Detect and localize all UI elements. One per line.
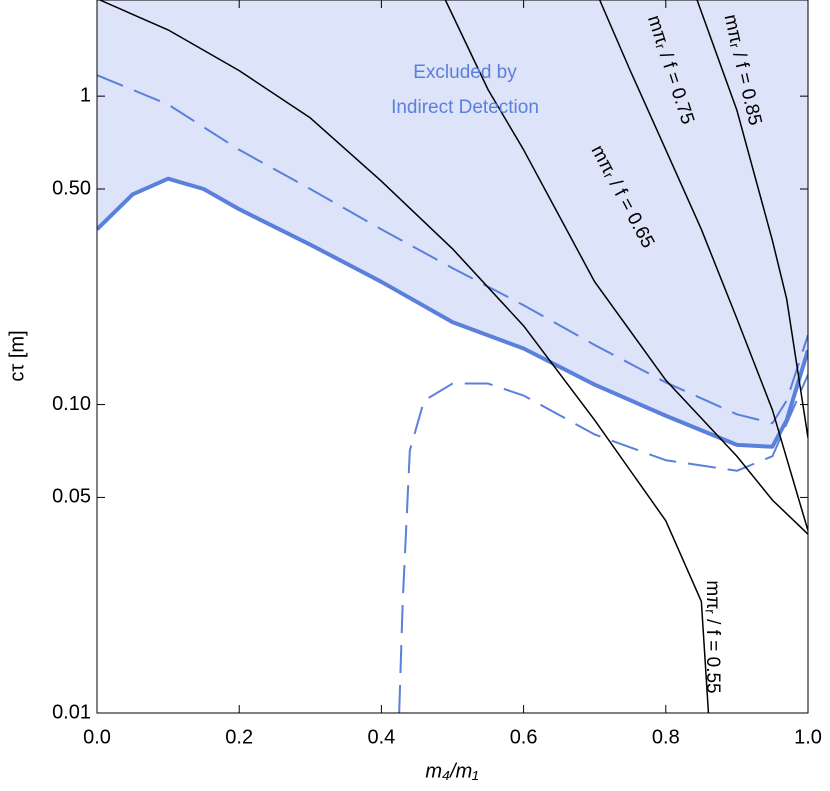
line	[97, 176, 808, 449]
x-axis-label: m₄/m₁	[425, 760, 478, 782]
y-tick-label: 0.50	[52, 177, 91, 199]
line	[398, 374, 808, 713]
x-tick-label: 0.0	[83, 726, 111, 748]
region-label: Excluded by	[413, 62, 517, 83]
y-axis-label: cτ [m]	[6, 330, 28, 381]
line	[97, 74, 808, 425]
x-tick-label: 0.6	[510, 726, 538, 748]
x-tick-label: 1.0	[794, 726, 822, 748]
plot-area	[97, 0, 808, 713]
y-tick-label: 0.05	[52, 486, 91, 508]
region-label: Indirect Detection	[391, 97, 539, 118]
curve-label: mπᵣ / f = 0.55	[702, 580, 723, 693]
line	[598, 0, 808, 531]
x-tick-label: 0.2	[225, 726, 253, 748]
plot-frame	[96, 0, 809, 714]
x-tick-label: 0.4	[367, 726, 395, 748]
x-tick-label: 0.8	[652, 726, 680, 748]
excluded-region	[97, 0, 808, 447]
y-tick-label: 0.01	[52, 701, 91, 723]
y-tick-label: 1	[80, 84, 91, 106]
y-tick-label: 0.10	[52, 393, 91, 415]
line	[696, 0, 808, 438]
line	[99, 0, 710, 713]
line	[444, 0, 808, 535]
